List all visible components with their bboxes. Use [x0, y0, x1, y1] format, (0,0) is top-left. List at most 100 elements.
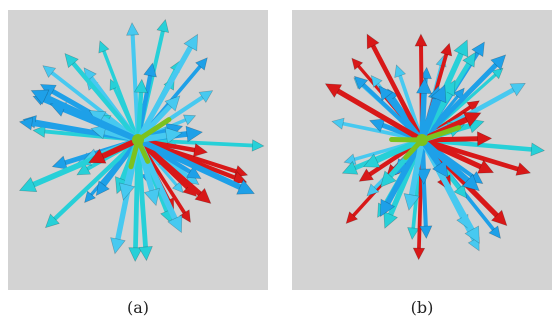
arrow-head — [366, 33, 380, 50]
arrow-head — [156, 18, 170, 33]
arrow-head — [32, 125, 46, 138]
arrow-head — [415, 168, 432, 185]
arrow-shaft — [368, 139, 420, 166]
center-arrow — [135, 117, 172, 143]
arrow-head — [126, 22, 140, 36]
arrow-head — [42, 65, 57, 78]
arrow-head — [416, 77, 433, 95]
arrow-head — [30, 89, 50, 105]
arrow-head — [353, 75, 369, 90]
arrow-head — [179, 209, 191, 223]
arrow-head — [345, 211, 359, 225]
arrow-head — [18, 117, 34, 131]
arrow-head — [88, 148, 107, 164]
arrow-shaft — [136, 143, 149, 255]
arrow-head — [18, 176, 38, 193]
arrow-head — [358, 168, 374, 182]
arrow-head — [98, 40, 110, 54]
arrow-shaft — [381, 142, 423, 212]
arrow-cluster-image-a — [18, 18, 265, 263]
arrow-shaft — [425, 139, 526, 173]
arrow-head — [490, 209, 508, 227]
arrow-head — [324, 83, 343, 98]
arrow-shaft — [425, 136, 486, 143]
arrow-head — [138, 246, 153, 262]
arrow-shaft — [139, 141, 207, 201]
panel-a-arrow-cluster — [8, 10, 268, 290]
arrow-shaft — [138, 39, 196, 138]
arrow-head — [414, 33, 428, 47]
arrow-head — [164, 127, 183, 144]
arrow-head — [363, 153, 381, 168]
arrow-head — [466, 100, 480, 113]
arrow-head — [95, 180, 110, 196]
arrow-shaft — [407, 143, 424, 204]
arrow-head — [90, 124, 107, 140]
arrow-head — [380, 170, 397, 188]
arrow-head — [198, 90, 214, 103]
arrow-head — [133, 78, 148, 94]
arrow-shaft — [136, 84, 144, 137]
arrow-head — [110, 237, 126, 255]
arrow-head — [515, 162, 532, 176]
arrow-shaft — [36, 91, 136, 141]
arrow-head — [453, 39, 469, 58]
arrow-shaft — [421, 90, 445, 138]
arrow-shaft — [425, 138, 539, 153]
arrow-head — [462, 51, 476, 68]
arrow-head — [394, 64, 407, 78]
arrow-head — [369, 118, 386, 133]
arrow-head — [430, 84, 447, 104]
arrow-head — [403, 193, 420, 211]
arrow-head — [440, 42, 453, 57]
arrow-head — [84, 190, 97, 204]
cluster-center — [132, 134, 144, 146]
arrow-head — [185, 125, 203, 143]
arrow-head — [491, 67, 504, 80]
arrow-head — [182, 114, 197, 126]
arrow-head — [432, 159, 449, 178]
arrow-head — [236, 179, 255, 195]
arrow-shaft — [396, 69, 422, 137]
panel-b-arrow-cluster — [292, 10, 552, 290]
arrow-head — [118, 182, 136, 201]
arrow-head — [477, 159, 495, 174]
arrow-shaft — [419, 84, 428, 137]
arrow-head — [192, 143, 209, 157]
arrow-shaft — [381, 89, 421, 138]
arrow-shaft — [67, 57, 137, 138]
arrow-head — [509, 82, 526, 97]
arrow-shaft — [98, 142, 137, 192]
arrow-head — [167, 214, 183, 234]
arrow-head — [462, 112, 482, 128]
arrow-shaft — [48, 141, 136, 225]
arrow-head — [366, 183, 380, 197]
arrow-head — [186, 165, 202, 179]
arrow-shaft — [423, 58, 503, 139]
cluster-center — [416, 134, 428, 146]
arrow-head — [407, 227, 420, 241]
arrow-head — [351, 57, 364, 71]
arrow-head — [490, 54, 507, 71]
arrow-shaft — [424, 139, 489, 172]
arrow-head — [343, 153, 357, 165]
arrow-head — [453, 183, 467, 199]
center-arrow — [419, 125, 462, 143]
arrow-shaft — [330, 85, 420, 140]
arrow-head — [461, 173, 480, 192]
arrow-head — [183, 33, 198, 52]
arrow-head — [164, 95, 181, 112]
arrow-head — [331, 117, 345, 130]
arrow-head — [251, 139, 265, 152]
arrow-head — [464, 225, 480, 244]
arrow-head — [488, 225, 501, 239]
arrow-shaft — [130, 28, 140, 137]
arrow-head — [341, 160, 359, 175]
arrow-head — [412, 247, 426, 261]
arrow-head — [76, 163, 91, 176]
arrow-head — [195, 57, 208, 71]
arrow-cluster-image-b — [324, 33, 546, 261]
arrow-head — [419, 225, 433, 239]
arrow-head — [477, 131, 493, 147]
arrow-head — [530, 142, 546, 157]
